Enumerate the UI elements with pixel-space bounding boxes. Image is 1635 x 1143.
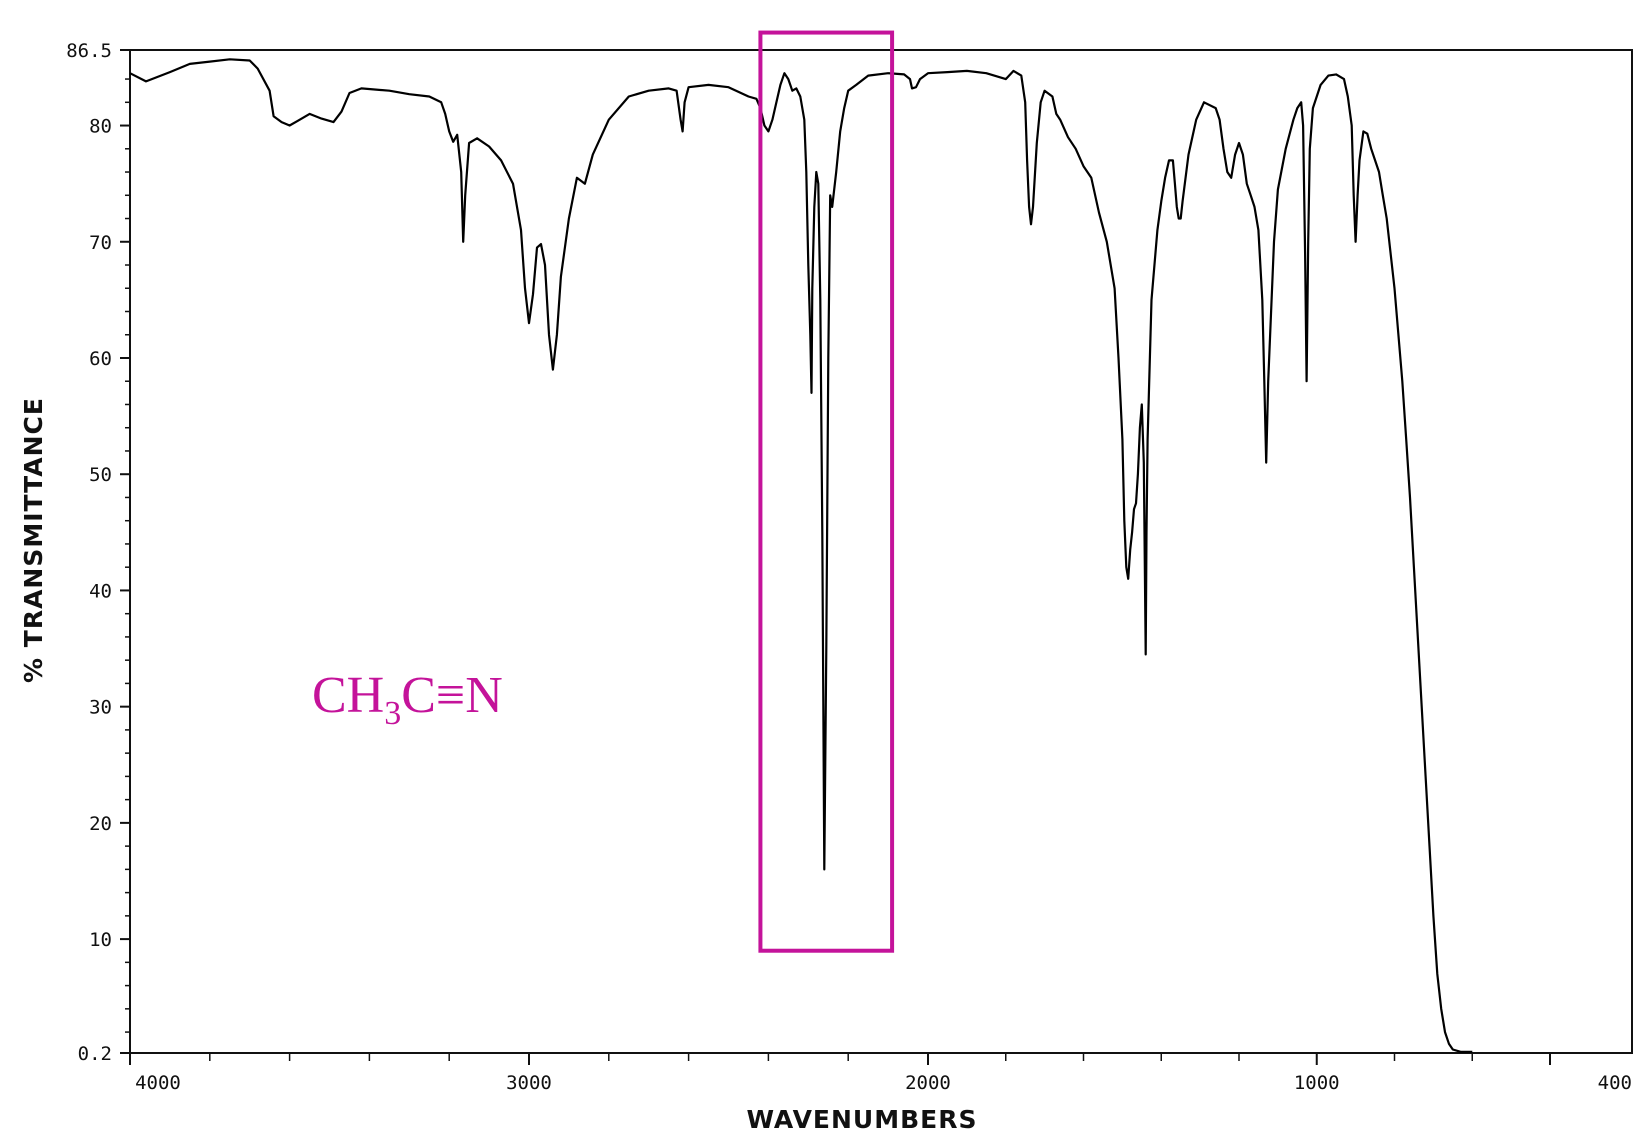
y-tick-label: 10 [89, 929, 112, 951]
y-tick-label: 0.2 [78, 1043, 112, 1065]
x-tick-label: 3000 [506, 1072, 552, 1094]
plot-frame [129, 49, 1633, 1054]
axis-ticks: 86.5 80 70 60 50 40 30 20 10 0.2 4000 3000 2000 1000 4… [66, 40, 1632, 1094]
formula-annotation: CH3C≡N [312, 667, 503, 732]
nitrile-highlight-box [758, 30, 895, 953]
y-tick-label: 86.5 [66, 40, 112, 62]
x-tick-label: 1000 [1294, 1072, 1340, 1094]
formula-part: C≡N [401, 667, 503, 724]
spectrum-line [129, 58, 1473, 1053]
y-tick-label: 30 [89, 697, 112, 719]
y-tick-label: 70 [89, 232, 112, 254]
x-tick-label: 400 [1598, 1072, 1632, 1094]
x-tick-label: 2000 [905, 1072, 951, 1094]
x-tick-label: 4000 [135, 1072, 181, 1094]
formula-subscript: 3 [384, 695, 401, 732]
y-tick-label: 50 [89, 464, 112, 486]
y-tick-label: 20 [89, 813, 112, 835]
formula-part: CH [312, 667, 384, 724]
x-axis-title: WAVENUMBERS [746, 1105, 977, 1134]
y-tick-label: 60 [89, 348, 112, 370]
y-tick-label: 40 [89, 580, 112, 602]
y-axis-title: % TRANSMITTANCE [19, 397, 48, 683]
y-tick-label: 80 [89, 116, 112, 138]
